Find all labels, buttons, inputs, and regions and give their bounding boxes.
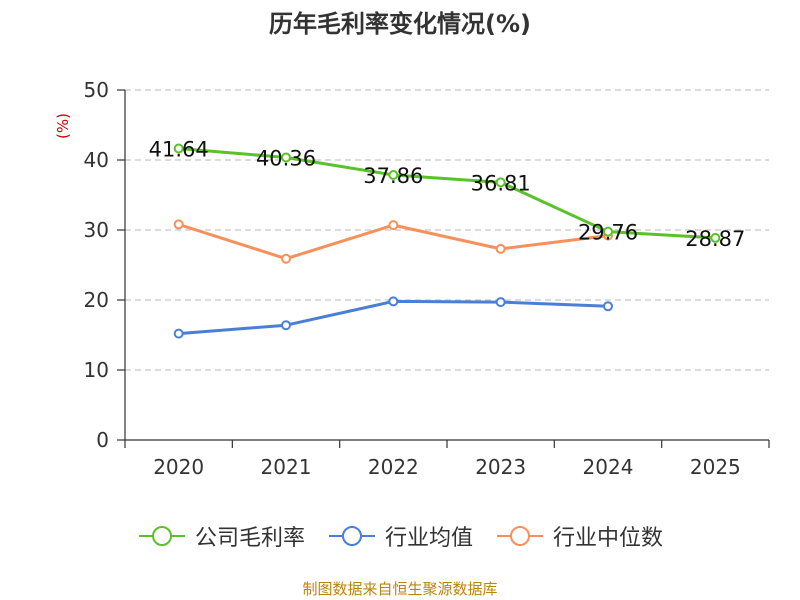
grid-layer (125, 89, 769, 371)
legend-label: 公司毛利率 (194, 526, 305, 551)
y-tick-label: 0 (96, 428, 109, 452)
y-tick-label: 50 (84, 78, 109, 102)
axis-layer: 0 10 20 30 40 50 (%) 2020 2021 2022 2023 2024 2025 (54, 78, 770, 479)
data-point (495, 243, 506, 254)
data-point (173, 328, 184, 339)
legend-item[interactable]: 行业均值 (327, 520, 473, 552)
x-tick-label: 2025 (690, 455, 741, 479)
y-tick-label: 10 (84, 358, 109, 382)
legend-circle (341, 526, 362, 546)
chart-title: 历年毛利率变化情况(%) (269, 10, 531, 38)
data-label: 41.64 (149, 138, 209, 162)
y-tick-label: 30 (84, 218, 109, 242)
data-label: 40.36 (256, 146, 316, 170)
data-point (603, 301, 613, 312)
x-tick-label: 2022 (368, 455, 419, 479)
x-tick-label: 2023 (475, 455, 526, 479)
legend-marker-icon (497, 526, 543, 546)
legend-item[interactable]: 行业中位数 (495, 520, 663, 552)
data-point (388, 296, 399, 307)
data-label: 36.81 (471, 171, 531, 195)
legend-circle (510, 526, 530, 546)
data-label: 37.86 (363, 164, 423, 188)
legend: 公司毛利率 行业均值 行业中位数 (0, 516, 800, 556)
data-point (173, 143, 184, 154)
data-label: 29.76 (578, 221, 638, 245)
legend-circle (151, 526, 172, 546)
y-axis-label: (%) (54, 113, 72, 139)
data-point (388, 169, 399, 180)
legend-label: 行业中位数 (553, 526, 664, 551)
data-point (495, 177, 506, 188)
data-point (495, 297, 506, 308)
data-point (603, 226, 613, 237)
x-tick-label: 2020 (153, 455, 204, 479)
y-tick-label: 40 (84, 148, 109, 172)
data-point (173, 219, 184, 230)
label-layer: 41.64 40.36 37.86 36.81 29.76 28.87 (149, 138, 746, 251)
x-tick-label: 2021 (261, 455, 312, 479)
data-point (710, 232, 721, 243)
legend-marker-icon (328, 526, 375, 546)
legend-label: 行业均值 (384, 526, 473, 551)
data-point (388, 220, 399, 231)
data-point (281, 152, 291, 163)
x-tick-label: 2024 (583, 455, 634, 479)
series-line (178, 147, 716, 240)
data-point (281, 253, 291, 264)
source-note: 制图数据来自恒生聚源数据库 (302, 580, 498, 598)
legend-item[interactable]: 公司毛利率 (137, 520, 305, 552)
y-tick-label: 20 (84, 288, 109, 312)
series-layer (173, 143, 721, 339)
data-point (281, 320, 291, 331)
data-label: 28.87 (685, 227, 745, 251)
legend-marker-icon (138, 526, 185, 546)
